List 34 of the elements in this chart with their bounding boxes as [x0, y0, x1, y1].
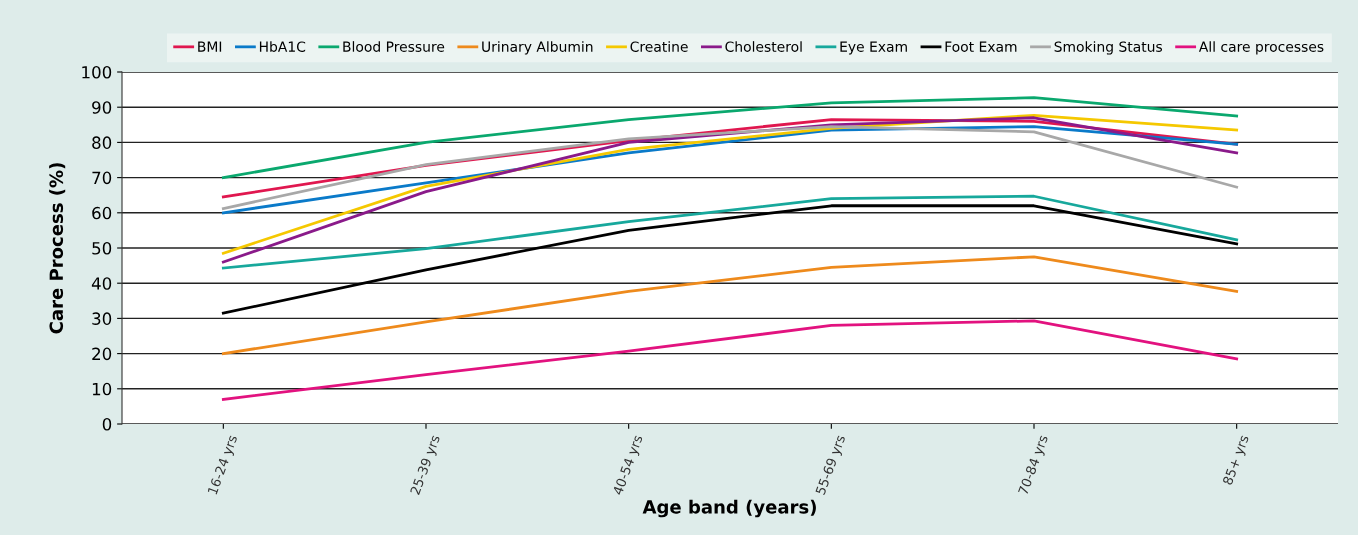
line-series [221, 204, 1239, 315]
legend-label: Eye Exam [840, 41, 907, 55]
legend-label: Cholesterol [725, 41, 802, 52]
y-tick-label: 0 [102, 417, 112, 431]
legend-label: BMI [198, 41, 222, 52]
y-tick-label: 100 [82, 65, 112, 79]
x-tick-label: 70-84 yrs [1017, 434, 1051, 496]
y-tick-label: 60 [92, 206, 112, 220]
y-tick-label: 70 [92, 171, 112, 185]
legend-label: Blood Pressure [343, 41, 445, 52]
y-tick-label: 50 [92, 241, 112, 255]
y-tick-label: 10 [92, 382, 112, 396]
legend-label: HbA1C [259, 41, 306, 52]
x-tick-label: 55-69 yrs [815, 434, 848, 496]
legend-label: Smoking Status [1054, 41, 1163, 55]
x-tick-label: 25-39 yrs [409, 434, 443, 497]
x-axis-title: Age band (years) [642, 499, 816, 518]
line-series [221, 194, 1239, 270]
y-axis-title: Care Process (%) [49, 163, 66, 334]
line-series [221, 319, 1239, 401]
y-tick-label: 40 [91, 277, 112, 290]
legend-label: Urinary Albumin [482, 41, 593, 55]
legend-label: Creatine [630, 41, 688, 52]
line-series [221, 255, 1239, 355]
y-tick-label: 80 [92, 136, 112, 149]
x-tick-label: 85+ yrs [1222, 434, 1252, 487]
x-tick-label: 16-24 yrs [207, 434, 240, 496]
y-tick-label: 30 [92, 312, 112, 325]
x-tick-label: 40-54 yrs [612, 434, 646, 497]
y-tick-label: 20 [92, 347, 112, 361]
y-tick-label: 90 [92, 101, 112, 114]
legend-label: Foot Exam [945, 41, 1017, 52]
line-series [221, 96, 1239, 179]
legend-label: All care processes [1198, 41, 1324, 55]
